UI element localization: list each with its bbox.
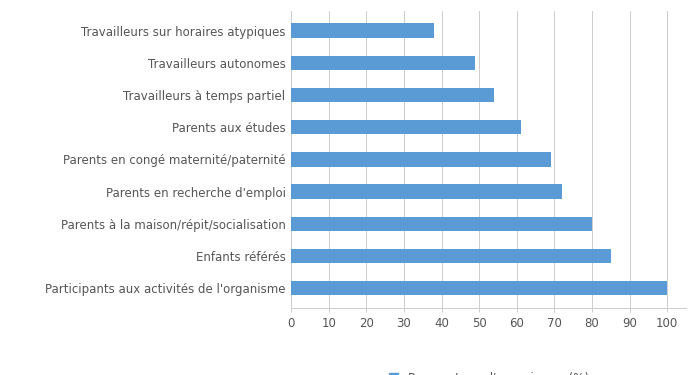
Bar	[291, 23, 434, 38]
Bar	[291, 56, 475, 70]
Bar	[291, 216, 592, 231]
Bar	[291, 281, 667, 296]
Bar	[291, 184, 562, 199]
Bar	[291, 88, 494, 102]
Bar	[291, 152, 551, 166]
Bar	[291, 120, 520, 134]
Bar	[291, 249, 611, 263]
Legend: Pourcentage d'organismes (%): Pourcentage d'organismes (%)	[389, 372, 588, 375]
